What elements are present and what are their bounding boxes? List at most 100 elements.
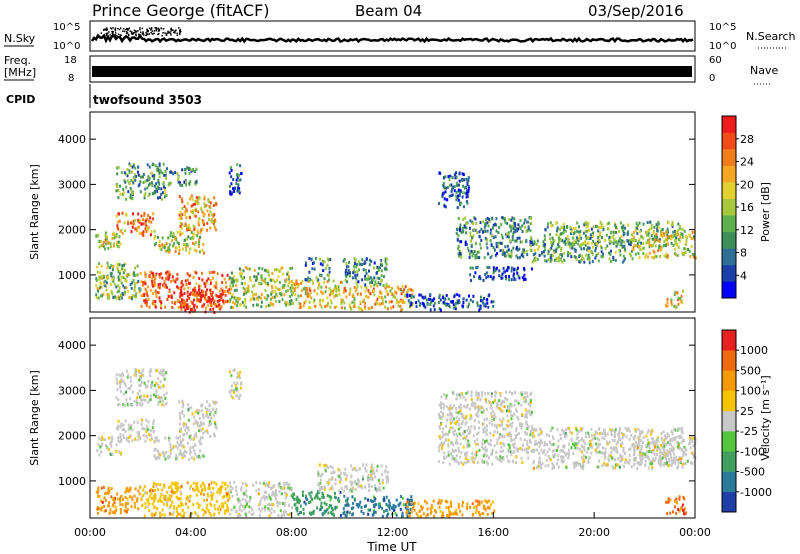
velocity-cell [176, 481, 179, 485]
power-cell [185, 183, 187, 187]
velocity-cell [175, 510, 178, 514]
power-cell [321, 299, 324, 303]
power-cell [631, 257, 634, 261]
velocity-cell [164, 436, 167, 440]
power-cell [154, 164, 157, 168]
power-cell [136, 264, 139, 268]
power-cell [151, 282, 154, 286]
velocity-cell [270, 511, 273, 515]
power-cell [507, 253, 510, 257]
power-cell [335, 287, 338, 291]
power-cell [232, 178, 235, 182]
power-cell [444, 175, 447, 179]
power-cell [616, 243, 619, 247]
power-cell [187, 225, 190, 229]
power-cell [399, 304, 402, 308]
power-cell [274, 300, 277, 303]
power-cell [457, 183, 460, 187]
power-cell [203, 295, 206, 299]
velocity-cell [296, 495, 299, 499]
power-cell [460, 230, 463, 234]
velocity-cell [502, 427, 505, 431]
velocity-cell [461, 422, 463, 426]
power-cell [584, 230, 587, 234]
velocity-cell [507, 449, 510, 453]
velocity-cell [119, 433, 122, 437]
power-cell [623, 240, 626, 244]
velocity-cell [100, 438, 103, 441]
velocity-cell [122, 392, 125, 396]
power-cell [429, 308, 432, 312]
power-cell [482, 278, 485, 282]
power-cell [426, 298, 428, 302]
power-cell [192, 203, 195, 207]
nsky-dot [158, 30, 160, 32]
power-cell [637, 240, 640, 244]
velocity-cell [180, 427, 183, 431]
velocity-cell [326, 507, 329, 511]
power-cell [205, 281, 208, 285]
power-cell [154, 289, 157, 293]
velocity-cell [462, 395, 465, 399]
power-cell [143, 196, 146, 200]
nsky-dot [112, 27, 114, 29]
power-cell [602, 228, 605, 232]
power-cell [317, 286, 320, 290]
nsky-dot [141, 27, 144, 30]
power-cell [129, 164, 132, 167]
velocity-cell [301, 490, 304, 494]
power-cell [135, 175, 138, 178]
velocity-cell [310, 512, 312, 516]
power-cell [608, 235, 611, 239]
velocity-cell [310, 497, 313, 501]
power-cell [666, 233, 669, 237]
power-cell [300, 289, 303, 293]
velocity-cell [468, 417, 471, 421]
power-cell [197, 243, 200, 247]
power-cell [131, 296, 133, 300]
power-cell [209, 288, 212, 292]
power-cell [349, 274, 351, 278]
velocity-cell [131, 439, 134, 443]
power-cell [154, 277, 157, 281]
power-cell [323, 281, 325, 285]
power-cell [479, 299, 482, 303]
power-cell [170, 181, 173, 185]
velocity-cell [163, 496, 166, 500]
nsky-dot [150, 28, 153, 30]
colorbar-segment [722, 165, 736, 183]
power-cell [460, 201, 463, 205]
velocity-cell [243, 507, 246, 511]
velocity-cell [251, 508, 254, 512]
power-cell [127, 220, 129, 224]
power-cell [622, 254, 625, 258]
power-cell [544, 228, 547, 232]
velocity-cell [493, 413, 496, 416]
power-cell [508, 278, 510, 282]
velocity-cell [185, 450, 188, 454]
velocity-cell [502, 400, 505, 404]
power-cell [543, 245, 546, 249]
velocity-cell [351, 481, 354, 485]
velocity-cell [160, 493, 163, 496]
velocity-cell [482, 410, 485, 414]
velocity-cell [443, 451, 446, 455]
nsky-dot [111, 30, 113, 33]
power-cell [512, 226, 515, 230]
velocity-cell [296, 506, 299, 510]
power-cell [518, 236, 521, 240]
power-cell [312, 281, 315, 285]
power-cell [129, 221, 132, 225]
velocity-cell [169, 442, 172, 446]
power-cell [144, 287, 147, 291]
power-cell [492, 236, 495, 240]
velocity-cell [149, 369, 152, 373]
power-cell [471, 254, 474, 258]
power-cell [225, 281, 227, 285]
power-cell [460, 240, 463, 244]
power-cell [462, 173, 465, 176]
velocity-cell [443, 392, 446, 396]
power-cell [168, 248, 171, 252]
power-cell [447, 303, 450, 307]
velocity-cell [334, 491, 336, 495]
